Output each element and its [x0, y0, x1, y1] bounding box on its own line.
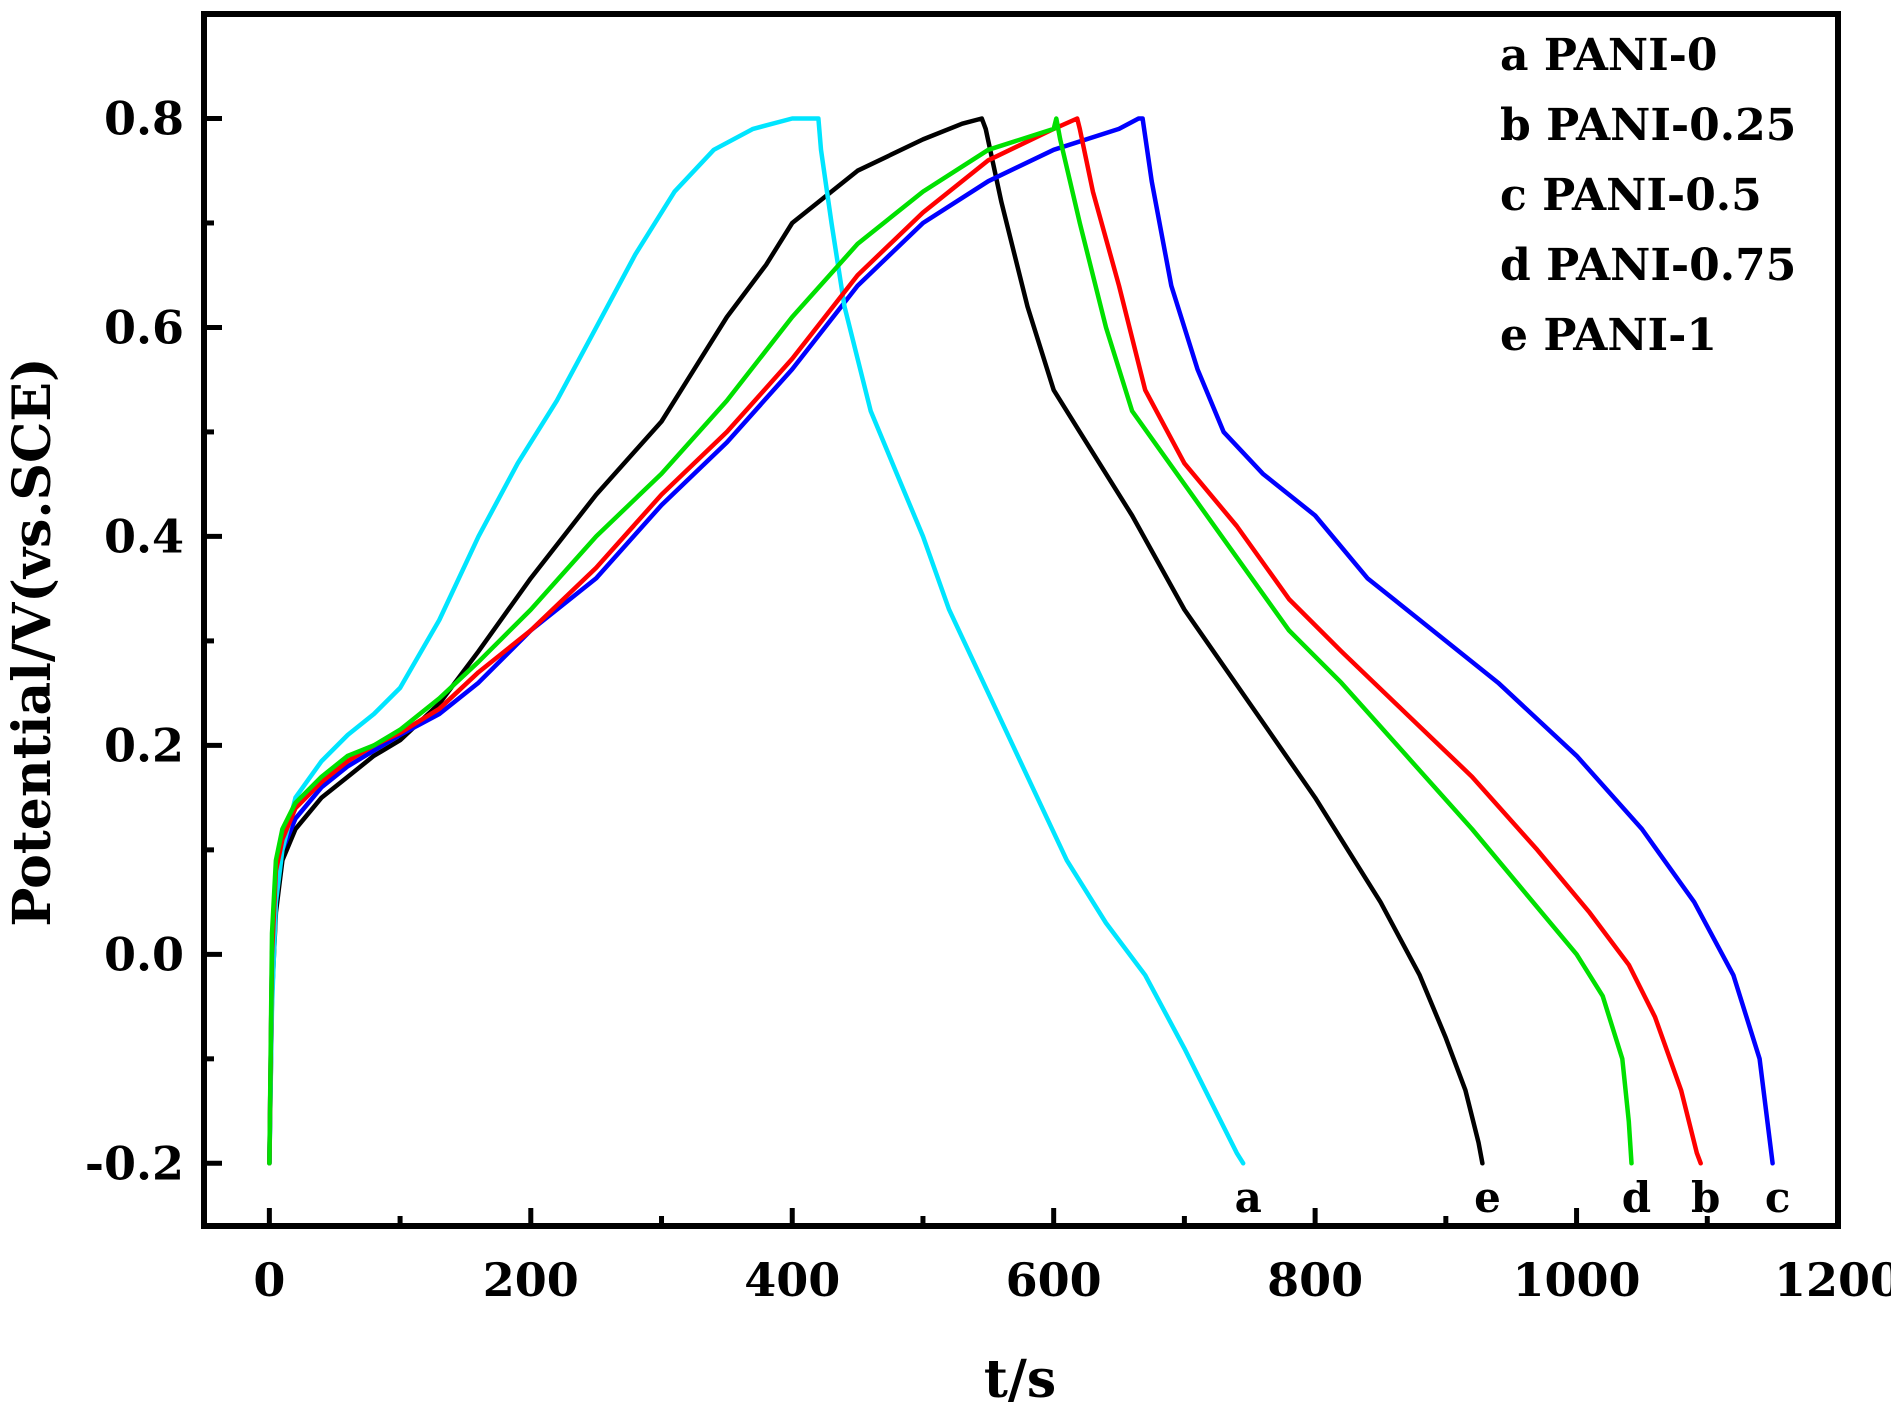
curve-label-e: e [1474, 1173, 1501, 1222]
y-tick-label: 0.6 [104, 300, 184, 354]
plot-frame [201, 11, 1841, 1229]
legend-entry: b PANI-0.25 [1500, 100, 1796, 151]
legend-entry: a PANI-0 [1500, 30, 1718, 81]
x-tick-label: 1200 [1774, 1253, 1891, 1307]
series-line-a [267, 116, 1246, 1166]
y-tick-label: 0.4 [104, 509, 184, 563]
curve-label-b: b [1691, 1173, 1720, 1222]
x-axis: 0 200 400 600 800 1000 1200 [253, 1208, 1891, 1307]
y-axis-title: Potential/V(vs.SCE) [2, 357, 63, 926]
x-tick-label: 1000 [1513, 1253, 1641, 1307]
y-tick-label: -0.2 [85, 1136, 184, 1190]
curve-label-a: a [1235, 1173, 1262, 1222]
legend: a PANI-0 b PANI-0.25 c PANI-0.5 d PANI-0.75… [1500, 30, 1796, 361]
x-tick-label: 200 [483, 1253, 579, 1307]
series-line-c [267, 116, 1775, 1166]
y-tick-label: 0.2 [104, 718, 184, 772]
x-tick-label: 800 [1267, 1253, 1363, 1307]
y-tick-label: 0.8 [104, 91, 184, 145]
y-tick-label: 0.0 [104, 927, 184, 981]
series-layer [267, 116, 1775, 1166]
legend-entry: d PANI-0.75 [1500, 240, 1796, 291]
legend-entry: c PANI-0.5 [1500, 170, 1762, 221]
curve-label-c: c [1765, 1173, 1791, 1222]
series-line-e [267, 116, 1485, 1166]
x-tick-label: 400 [744, 1253, 840, 1307]
legend-entry: e PANI-1 [1500, 310, 1717, 361]
x-tick-label: 0 [253, 1253, 285, 1307]
y-axis: -0.2 0.0 0.2 0.4 0.6 0.8 [85, 91, 222, 1190]
curve-label-d: d [1622, 1173, 1651, 1222]
x-axis-title: t/s [984, 1349, 1056, 1408]
x-tick-label: 600 [1006, 1253, 1102, 1307]
series-line-b [267, 116, 1703, 1166]
curve-labels: a b c d e [1235, 1173, 1791, 1222]
series-line-d [267, 116, 1634, 1166]
